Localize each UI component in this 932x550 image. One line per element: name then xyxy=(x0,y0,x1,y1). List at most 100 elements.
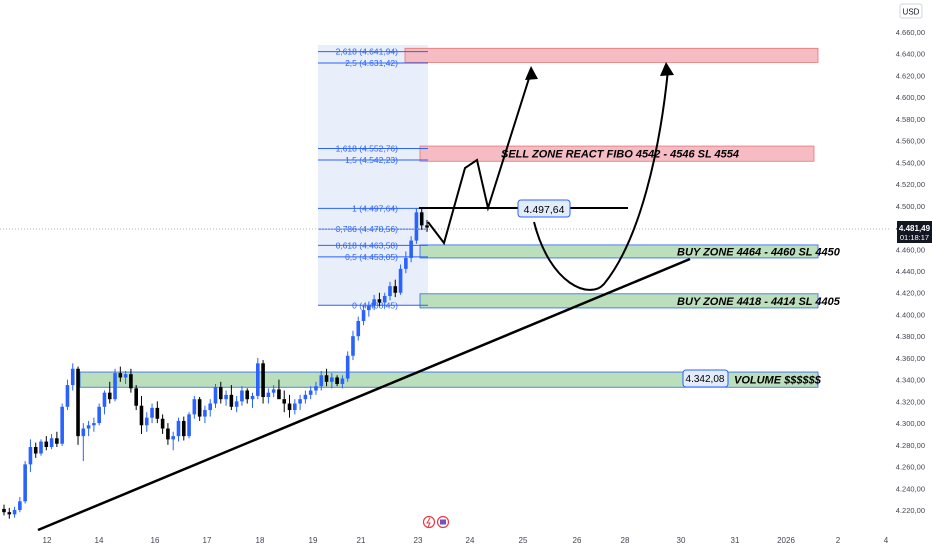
countdown-value: 01:18:17 xyxy=(900,233,929,242)
sell-zone-label-1: SELL ZONE REACT FIBO 4542 - 4546 SL 4554 xyxy=(501,149,739,161)
fib-levels-layer: 2,618 (4.641,94)2,5 (4.631,42) 1,618 (4.5… xyxy=(318,47,428,310)
price-tick-11: 4.440,00 xyxy=(896,267,925,276)
projection-drawings[interactable] xyxy=(419,62,674,291)
event-icons[interactable] xyxy=(422,515,450,529)
candle-body-13 xyxy=(70,368,75,386)
candle-body-73 xyxy=(388,286,392,296)
price-tick-22: 4.660,00 xyxy=(896,28,925,37)
candle-body-4 xyxy=(23,464,27,502)
candle-body-46 xyxy=(245,390,250,400)
candle-body-52 xyxy=(277,389,281,400)
time-tick-10: 26 xyxy=(573,536,582,545)
time-tick-4: 18 xyxy=(256,536,265,545)
price-axis[interactable]: 4.220,00 4.240,00 4.260,00 4.280,00 4.300,00… xyxy=(896,28,925,515)
candle-body-64 xyxy=(340,378,345,384)
candles-layer xyxy=(2,207,429,519)
fib-label-7: 0,5 (4.453,05) xyxy=(345,252,398,262)
candle-body-67 xyxy=(356,320,361,337)
candle-body-41 xyxy=(218,387,223,400)
fib-label-4: 1 (4.497,64) xyxy=(352,203,398,213)
candle-body-75 xyxy=(398,268,403,293)
buy-zone-3[interactable] xyxy=(419,293,819,309)
candle-body-18 xyxy=(97,406,101,424)
fib-label-3: 1,5 (4.542,23) xyxy=(345,155,398,165)
resistance-label: 4.497,64 xyxy=(517,199,571,218)
price-tick-14: 4.500,00 xyxy=(896,202,925,211)
buy-zone-2[interactable] xyxy=(419,244,819,259)
price-tick-19: 4.600,00 xyxy=(896,93,925,102)
projection-path-up xyxy=(427,71,532,246)
candle-body-12 xyxy=(65,385,70,407)
candle-body-56 xyxy=(298,399,302,404)
time-tick-5: 19 xyxy=(309,536,318,545)
projection-arrowhead-2 xyxy=(660,62,674,76)
candle-body-59 xyxy=(314,386,318,391)
candle-body-14 xyxy=(76,368,80,437)
candle-body-57 xyxy=(303,394,308,400)
time-axis[interactable]: 12 14 16 17 18 19 21 23 24 25 26 28 30 31 2026 2 4 xyxy=(43,536,889,545)
candle-body-30 xyxy=(160,418,165,429)
candle-body-58 xyxy=(308,390,313,395)
time-tick-15: 2 xyxy=(836,536,841,545)
candle-body-11 xyxy=(60,406,64,444)
candle-body-53 xyxy=(282,399,287,404)
price-tick-18: 4.580,00 xyxy=(896,115,925,124)
candle-body-31 xyxy=(166,428,170,440)
candle-body-63 xyxy=(335,377,339,384)
sell-zone-1[interactable] xyxy=(419,145,815,162)
candle-body-60 xyxy=(319,375,324,387)
candle-body-72 xyxy=(382,295,387,303)
candle-body-42 xyxy=(224,394,228,400)
candle-body-40 xyxy=(213,387,218,404)
candle-body-74 xyxy=(393,286,398,293)
price-tick-17: 4.560,00 xyxy=(896,137,925,146)
current-price-value: 4.481,49 xyxy=(899,224,931,233)
time-tick-8: 24 xyxy=(466,536,475,545)
lightning-event-icon[interactable] xyxy=(422,515,436,529)
candle-body-39 xyxy=(208,403,213,411)
candle-body-36 xyxy=(192,399,197,415)
candle-body-79 xyxy=(419,212,424,226)
candle-body-44 xyxy=(234,401,239,407)
candle-body-16 xyxy=(86,425,91,429)
candle-body-71 xyxy=(377,299,382,303)
candle-body-69 xyxy=(367,305,371,311)
candle-body-33 xyxy=(176,420,181,437)
candle-body-19 xyxy=(102,392,107,407)
price-tick-12: 4.460,00 xyxy=(896,245,925,254)
trendline[interactable] xyxy=(37,257,691,532)
candle-body-68 xyxy=(361,310,366,321)
price-tick-21: 4.640,00 xyxy=(896,50,925,59)
price-tick-5: 4.320,00 xyxy=(896,397,925,406)
projection-curve xyxy=(533,69,669,291)
candle-body-51 xyxy=(271,389,276,393)
candle-body-22 xyxy=(118,373,123,378)
projection-arrowhead-1 xyxy=(525,66,538,80)
candle-body-1 xyxy=(7,512,12,515)
fib-label-2: 1,618 (4.552,76) xyxy=(336,144,399,154)
price-tick-3: 4.280,00 xyxy=(896,441,925,450)
candle-body-50 xyxy=(266,392,271,398)
candle-body-49 xyxy=(261,363,265,398)
candle-body-47 xyxy=(250,395,255,400)
fib-label-0: 2,618 (4.641,94) xyxy=(336,47,399,57)
time-tick-11: 28 xyxy=(621,536,630,545)
candle-body-17 xyxy=(92,423,96,426)
price-tick-2: 4.260,00 xyxy=(896,463,925,472)
candle-body-54 xyxy=(287,403,292,411)
price-tick-7: 4.360,00 xyxy=(896,354,925,363)
candle-body-43 xyxy=(229,394,234,407)
candle-body-2 xyxy=(12,510,17,515)
price-tick-6: 4.340,00 xyxy=(896,376,925,385)
candle-body-3 xyxy=(18,501,22,510)
time-tick-7: 23 xyxy=(414,536,423,545)
candle-body-10 xyxy=(55,438,59,444)
candle-body-27 xyxy=(144,417,149,426)
candle-body-62 xyxy=(330,377,334,382)
sell-zone-0[interactable] xyxy=(404,47,819,63)
candle-body-78 xyxy=(414,212,419,241)
currency-badge[interactable]: USD xyxy=(899,3,923,19)
candle-body-0 xyxy=(2,508,6,513)
candle-body-48 xyxy=(256,363,260,396)
